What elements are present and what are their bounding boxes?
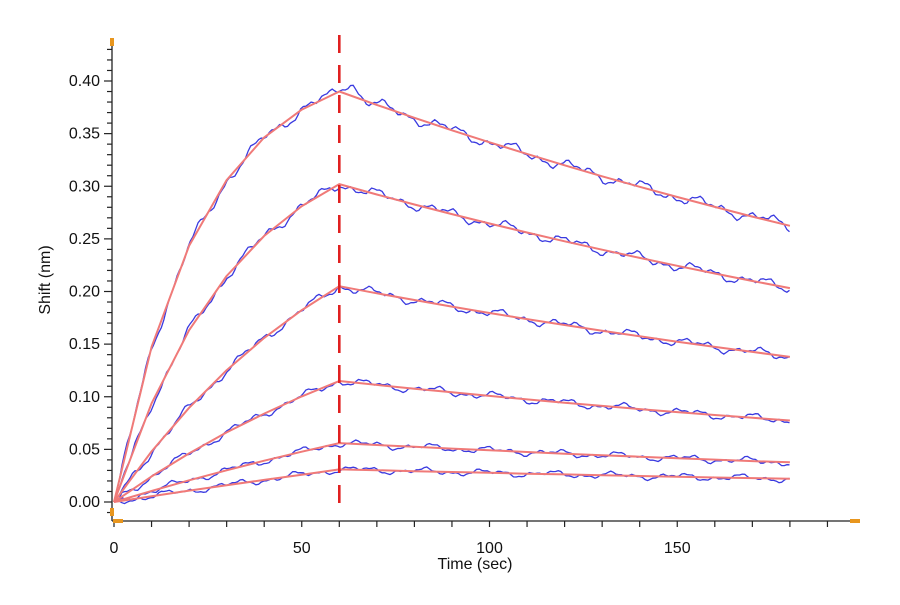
axes: 0 50 100 150 0.00 0.05 0.10 0.15 0.20 0.25 0.30 0.3… <box>69 38 860 557</box>
axis-origin-marker <box>113 519 123 523</box>
axis-top-marker <box>110 38 114 46</box>
fit-curve-4 <box>113 380 790 503</box>
x-tick-label: 150 <box>664 540 691 557</box>
fit-curve-1 <box>113 90 791 503</box>
y-tick-label: 0.20 <box>69 284 100 301</box>
y-tick-label: 0.25 <box>69 231 100 248</box>
x-tick-label: 50 <box>293 540 311 557</box>
raw-trace-2 <box>113 186 790 503</box>
y-tick-label: 0.35 <box>69 126 100 143</box>
raw-trace-5 <box>113 439 790 503</box>
y-axis-label: Shift (nm) <box>37 245 54 314</box>
fit-curve-2 <box>113 183 791 503</box>
y-tick-label: 0.10 <box>69 389 100 406</box>
fit-curve-5 <box>113 442 790 503</box>
y-tick-label: 0.05 <box>69 441 100 458</box>
raw-trace-4 <box>113 378 790 503</box>
fit-curve-6 <box>113 468 790 503</box>
x-axis-label: Time (sec) <box>438 556 513 573</box>
axis-origin-marker-vertical <box>110 508 114 516</box>
axis-end-marker <box>850 519 860 523</box>
x-tick-label: 100 <box>476 540 503 557</box>
y-tick-label: 0.15 <box>69 336 100 353</box>
y-tick-label: 0.00 <box>69 494 100 511</box>
x-tick-label: 0 <box>110 540 119 557</box>
fit-curve-3 <box>113 285 791 503</box>
fit-layer <box>113 90 791 503</box>
y-tick-label: 0.30 <box>69 178 100 195</box>
raw-data-layer <box>113 84 790 505</box>
y-tick-label: 0.40 <box>69 73 100 90</box>
